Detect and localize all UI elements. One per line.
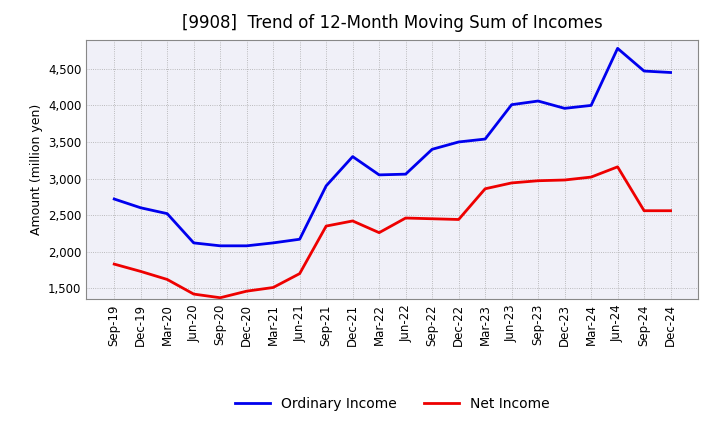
Ordinary Income	[666, 70, 675, 75]
Net Income	[136, 269, 145, 274]
Net Income	[613, 164, 622, 169]
Net Income	[348, 218, 357, 224]
Net Income	[508, 180, 516, 186]
Y-axis label: Amount (million yen): Amount (million yen)	[30, 104, 42, 235]
Ordinary Income	[428, 147, 436, 152]
Ordinary Income	[613, 46, 622, 51]
Net Income	[666, 208, 675, 213]
Ordinary Income	[216, 243, 225, 249]
Net Income	[243, 289, 251, 294]
Ordinary Income	[375, 172, 384, 177]
Ordinary Income	[189, 240, 198, 246]
Ordinary Income	[322, 183, 330, 188]
Net Income	[375, 230, 384, 235]
Net Income	[454, 217, 463, 222]
Line: Ordinary Income: Ordinary Income	[114, 48, 670, 246]
Net Income	[428, 216, 436, 221]
Net Income	[163, 277, 171, 282]
Ordinary Income	[401, 172, 410, 177]
Ordinary Income	[348, 154, 357, 159]
Net Income	[322, 224, 330, 229]
Ordinary Income	[163, 211, 171, 216]
Ordinary Income	[560, 106, 569, 111]
Ordinary Income	[136, 205, 145, 210]
Ordinary Income	[243, 243, 251, 249]
Net Income	[401, 216, 410, 221]
Net Income	[560, 177, 569, 183]
Net Income	[269, 285, 277, 290]
Ordinary Income	[454, 139, 463, 145]
Net Income	[295, 271, 304, 276]
Net Income	[110, 261, 119, 267]
Ordinary Income	[110, 196, 119, 202]
Net Income	[640, 208, 649, 213]
Ordinary Income	[534, 99, 542, 104]
Net Income	[534, 178, 542, 183]
Ordinary Income	[269, 240, 277, 246]
Ordinary Income	[587, 103, 595, 108]
Legend: Ordinary Income, Net Income: Ordinary Income, Net Income	[230, 392, 555, 417]
Ordinary Income	[295, 237, 304, 242]
Net Income	[481, 186, 490, 191]
Net Income	[216, 295, 225, 301]
Ordinary Income	[481, 136, 490, 142]
Net Income	[189, 291, 198, 297]
Title: [9908]  Trend of 12-Month Moving Sum of Incomes: [9908] Trend of 12-Month Moving Sum of I…	[182, 15, 603, 33]
Line: Net Income: Net Income	[114, 167, 670, 298]
Ordinary Income	[640, 68, 649, 73]
Net Income	[587, 174, 595, 180]
Ordinary Income	[508, 102, 516, 107]
